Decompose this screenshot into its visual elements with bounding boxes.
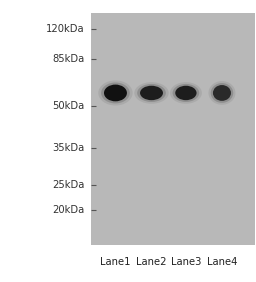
Ellipse shape [104, 85, 127, 101]
Ellipse shape [213, 85, 231, 101]
Text: Lane2: Lane2 [136, 257, 167, 266]
Text: 120kDa: 120kDa [46, 24, 84, 34]
Ellipse shape [137, 84, 166, 102]
Text: Lane4: Lane4 [207, 257, 237, 266]
Ellipse shape [140, 86, 163, 100]
Text: 25kDa: 25kDa [52, 180, 84, 190]
Ellipse shape [208, 81, 236, 105]
Text: 85kDa: 85kDa [52, 54, 84, 64]
Ellipse shape [170, 82, 202, 104]
FancyBboxPatch shape [91, 13, 255, 245]
Ellipse shape [134, 82, 169, 104]
Text: 35kDa: 35kDa [52, 143, 84, 153]
Ellipse shape [175, 86, 197, 100]
Text: 50kDa: 50kDa [52, 101, 84, 111]
Text: Lane1: Lane1 [100, 257, 131, 266]
Ellipse shape [173, 84, 199, 102]
Text: 20kDa: 20kDa [52, 206, 84, 215]
Text: Lane3: Lane3 [171, 257, 201, 266]
Ellipse shape [101, 83, 130, 103]
Ellipse shape [211, 83, 233, 103]
Ellipse shape [98, 80, 133, 105]
